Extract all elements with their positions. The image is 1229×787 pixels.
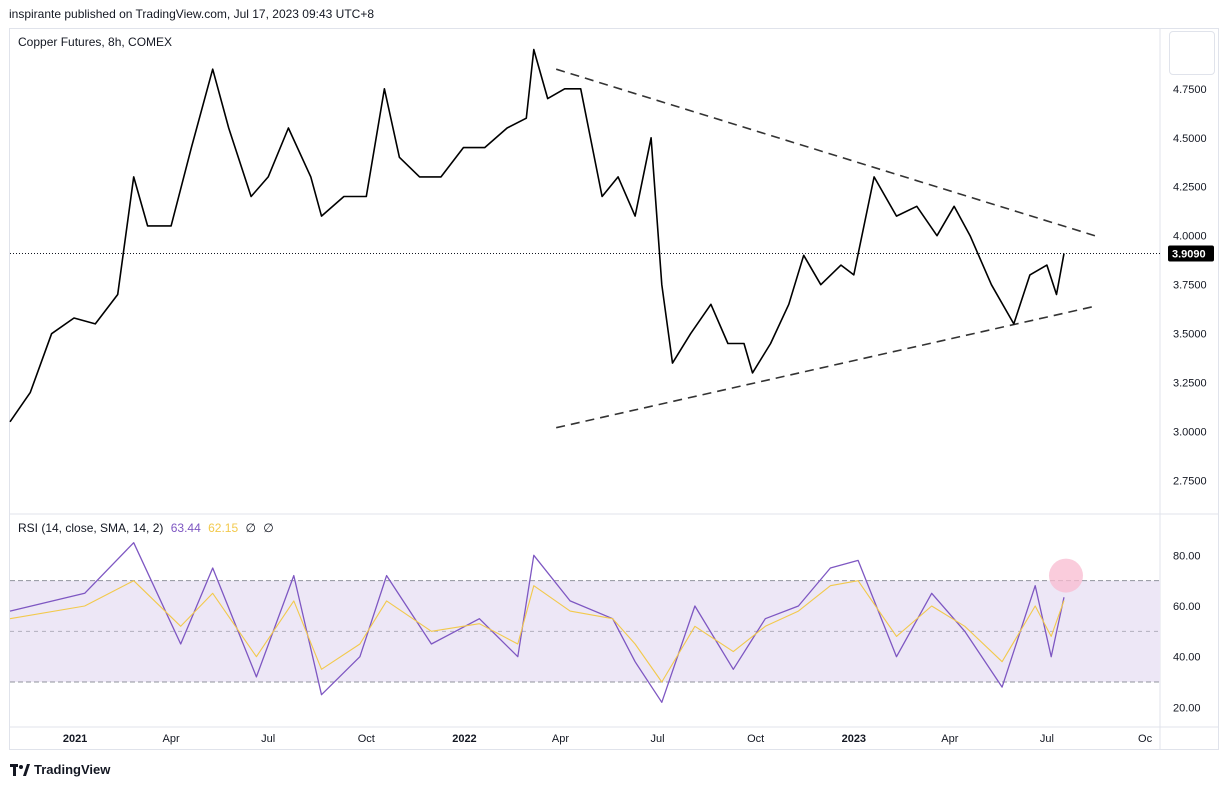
rsi-axis-tick-label: 80.00 xyxy=(1173,550,1201,562)
rsi-axis-tick-label: 20.00 xyxy=(1173,702,1201,714)
time-axis-tick-label: 2021 xyxy=(63,733,87,745)
time-axis-tick-label: Jul xyxy=(1040,733,1054,745)
chart-frame xyxy=(9,28,1219,750)
trendline-lower[interactable] xyxy=(556,305,1096,429)
price-axis-tick-label: 3.5000 xyxy=(1173,329,1207,341)
published-header: inspirante published on TradingView.com,… xyxy=(9,7,375,21)
time-axis-tick-label: 2022 xyxy=(452,733,476,745)
tradingview-logo-icon xyxy=(10,763,30,776)
rsi-legend-value: 63.44 xyxy=(170,521,201,535)
price-axis-tick-label: 3.0000 xyxy=(1173,427,1207,439)
price-axis-tick-label: 2.7500 xyxy=(1173,476,1207,488)
rsi-legend-extra1: ∅ xyxy=(245,521,256,535)
rsi-axis-tick-label: 40.00 xyxy=(1173,652,1201,664)
price-axis-tick-label: 4.5000 xyxy=(1173,133,1207,145)
last-price-label: 3.9090 xyxy=(1172,249,1206,261)
rsi-legend[interactable]: RSI (14, close, SMA, 14, 2) 63.44 62.15 … xyxy=(18,521,274,535)
price-series-line[interactable] xyxy=(9,48,1065,423)
rsi-axis-tick-label: 60.00 xyxy=(1173,601,1201,613)
price-axis-tick-label: 3.2500 xyxy=(1173,378,1207,390)
last-price-label-bg xyxy=(1168,245,1214,262)
symbol-legend[interactable]: Copper Futures, 8h, COMEX xyxy=(18,35,173,49)
rsi-band xyxy=(10,580,1160,682)
price-axis-tick-label: 4.0000 xyxy=(1173,231,1207,243)
trendline-upper[interactable] xyxy=(555,68,1096,237)
rsi-legend-sma-value: 62.15 xyxy=(208,521,239,535)
time-axis-tick-label: Apr xyxy=(552,733,569,745)
tradingview-logo-text: TradingView xyxy=(34,762,111,777)
tradingview-logo[interactable]: TradingView xyxy=(10,762,110,777)
price-scale-corner-button[interactable] xyxy=(1169,31,1215,75)
rsi-sma-line[interactable] xyxy=(9,580,1065,683)
time-axis-tick-label: Jul xyxy=(651,733,665,745)
time-axis-tick-label: Jul xyxy=(261,733,275,745)
time-axis-tick-label: Apr xyxy=(941,733,958,745)
time-axis-tick-label: Apr xyxy=(163,733,180,745)
price-axis-tick-label: 4.7500 xyxy=(1173,84,1207,96)
rsi-highlight-marker xyxy=(1048,558,1083,593)
time-axis-tick-label: Oct xyxy=(358,733,375,745)
price-axis-tick-label: 4.2500 xyxy=(1173,182,1207,194)
rsi-legend-label: RSI (14, close, SMA, 14, 2) xyxy=(18,521,164,535)
time-axis-tick-label: Oct xyxy=(747,733,764,745)
time-axis-tick-label: Oc xyxy=(1138,733,1153,745)
rsi-legend-extra2: ∅ xyxy=(263,521,274,535)
time-axis-tick-label: 2023 xyxy=(842,733,866,745)
price-axis-tick-label: 3.7500 xyxy=(1173,280,1207,292)
